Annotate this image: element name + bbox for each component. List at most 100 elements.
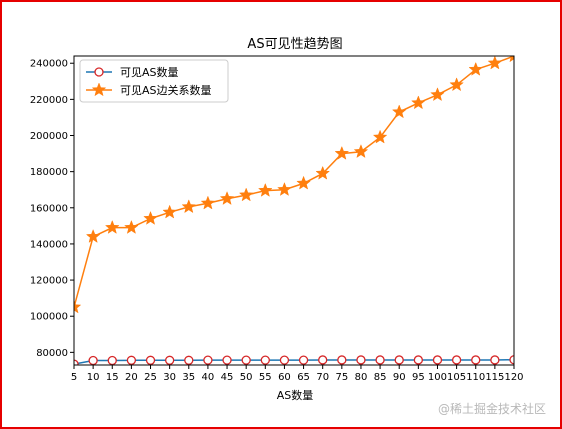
- x-tick-label: 5: [71, 372, 77, 383]
- legend-item: 可见AS边关系数量: [86, 82, 212, 97]
- x-tick-label: 120: [504, 372, 523, 383]
- x-axis-label: AS数量: [277, 389, 314, 402]
- data-point: [143, 210, 158, 225]
- x-tick-label: 105: [447, 372, 466, 383]
- series-2: [74, 56, 514, 314]
- data-point: [353, 144, 369, 159]
- y-tick-label: 220000: [30, 95, 68, 106]
- data-point: [334, 145, 350, 160]
- data-point: [490, 355, 500, 365]
- chart-title: AS可见性趋势图: [247, 36, 342, 52]
- data-point: [165, 355, 175, 365]
- x-tick-label: 100: [428, 372, 447, 383]
- legend-marker: [94, 67, 104, 77]
- x-tick-label: 40: [202, 372, 215, 383]
- x-tick-label: 10: [87, 372, 100, 383]
- data-point: [375, 355, 385, 365]
- legend-box: [79, 59, 229, 103]
- series-line: [74, 359, 514, 365]
- y-tick-label: 80000: [36, 348, 68, 359]
- data-point: [298, 355, 309, 365]
- series-1: [74, 355, 514, 365]
- y-tick-label: 240000: [30, 59, 68, 70]
- data-point: [238, 187, 254, 202]
- x-tick-label: 50: [240, 372, 253, 383]
- legend-label: 可见AS数量: [120, 66, 179, 79]
- data-point: [162, 204, 177, 219]
- data-point: [219, 191, 235, 205]
- data-point: [391, 104, 407, 119]
- data-point: [260, 355, 270, 365]
- x-axis: 5 10 15 20 25 30 35 40 45 50 55 60 65 70 75 80 85 90 95 100…: [71, 365, 524, 383]
- data-point: [104, 219, 120, 234]
- data-point: [394, 355, 404, 365]
- x-tick-label: 15: [106, 372, 119, 383]
- data-point: [509, 56, 514, 63]
- data-point: [222, 355, 232, 365]
- x-tick-label: 55: [259, 372, 272, 383]
- x-tick-label: 25: [144, 372, 157, 383]
- axes-frame: [73, 55, 515, 366]
- y-tick-label: 180000: [30, 167, 68, 178]
- data-point: [126, 355, 137, 365]
- data-point: [372, 129, 388, 144]
- x-tick-label: 30: [163, 372, 176, 383]
- data-point: [451, 355, 462, 365]
- x-tick-label: 80: [355, 372, 368, 383]
- y-tick-label: 200000: [30, 131, 68, 142]
- data-point: [487, 56, 503, 70]
- data-point: [184, 355, 194, 365]
- x-tick-label: 70: [316, 372, 329, 383]
- data-point: [257, 182, 273, 197]
- x-tick-label: 95: [412, 372, 425, 383]
- legend-label: 可见AS边关系数量: [120, 83, 212, 97]
- data-point: [241, 355, 251, 365]
- data-point: [124, 219, 139, 234]
- data-point: [279, 355, 290, 365]
- legend-marker: [91, 82, 107, 97]
- data-point: [413, 355, 423, 365]
- y-tick-label: 160000: [30, 203, 68, 214]
- data-point: [468, 61, 484, 76]
- x-tick-label: 65: [297, 372, 310, 383]
- data-point: [449, 77, 464, 92]
- watermark: @稀土掘金技术社区: [437, 402, 546, 416]
- data-point: [315, 165, 331, 180]
- data-point: [107, 355, 117, 365]
- data-point: [277, 182, 292, 196]
- data-point: [432, 355, 443, 365]
- data-point: [203, 355, 213, 365]
- data-point: [74, 359, 79, 365]
- x-tick-label: 35: [182, 372, 195, 383]
- data-point: [430, 87, 445, 102]
- data-point: [145, 355, 156, 365]
- y-axis: 80000 100000 120000 140000 160000 180000 20000…: [30, 59, 74, 359]
- data-point: [318, 355, 328, 365]
- data-point: [509, 355, 514, 365]
- data-point: [296, 175, 311, 190]
- x-tick-label: 45: [221, 372, 234, 383]
- x-tick-label: 60: [278, 372, 291, 383]
- y-tick-label: 120000: [30, 276, 68, 287]
- x-tick-label: 110: [466, 372, 485, 383]
- data-point: [411, 95, 426, 110]
- data-point: [337, 355, 347, 365]
- data-point: [85, 229, 101, 243]
- x-tick-label: 90: [393, 372, 406, 383]
- data-point: [181, 199, 197, 214]
- x-tick-label: 75: [335, 372, 348, 383]
- data-point: [356, 355, 366, 365]
- x-tick-label: 85: [374, 372, 387, 383]
- y-tick-label: 140000: [30, 239, 68, 250]
- y-tick-label: 100000: [30, 312, 68, 323]
- series-layer: [74, 56, 514, 365]
- data-point: [471, 355, 481, 365]
- x-tick-label: 115: [485, 372, 504, 383]
- data-point: [200, 195, 216, 210]
- x-tick-label: 20: [125, 372, 138, 383]
- data-point: [74, 299, 82, 314]
- legend-item: 可见AS数量: [86, 66, 179, 79]
